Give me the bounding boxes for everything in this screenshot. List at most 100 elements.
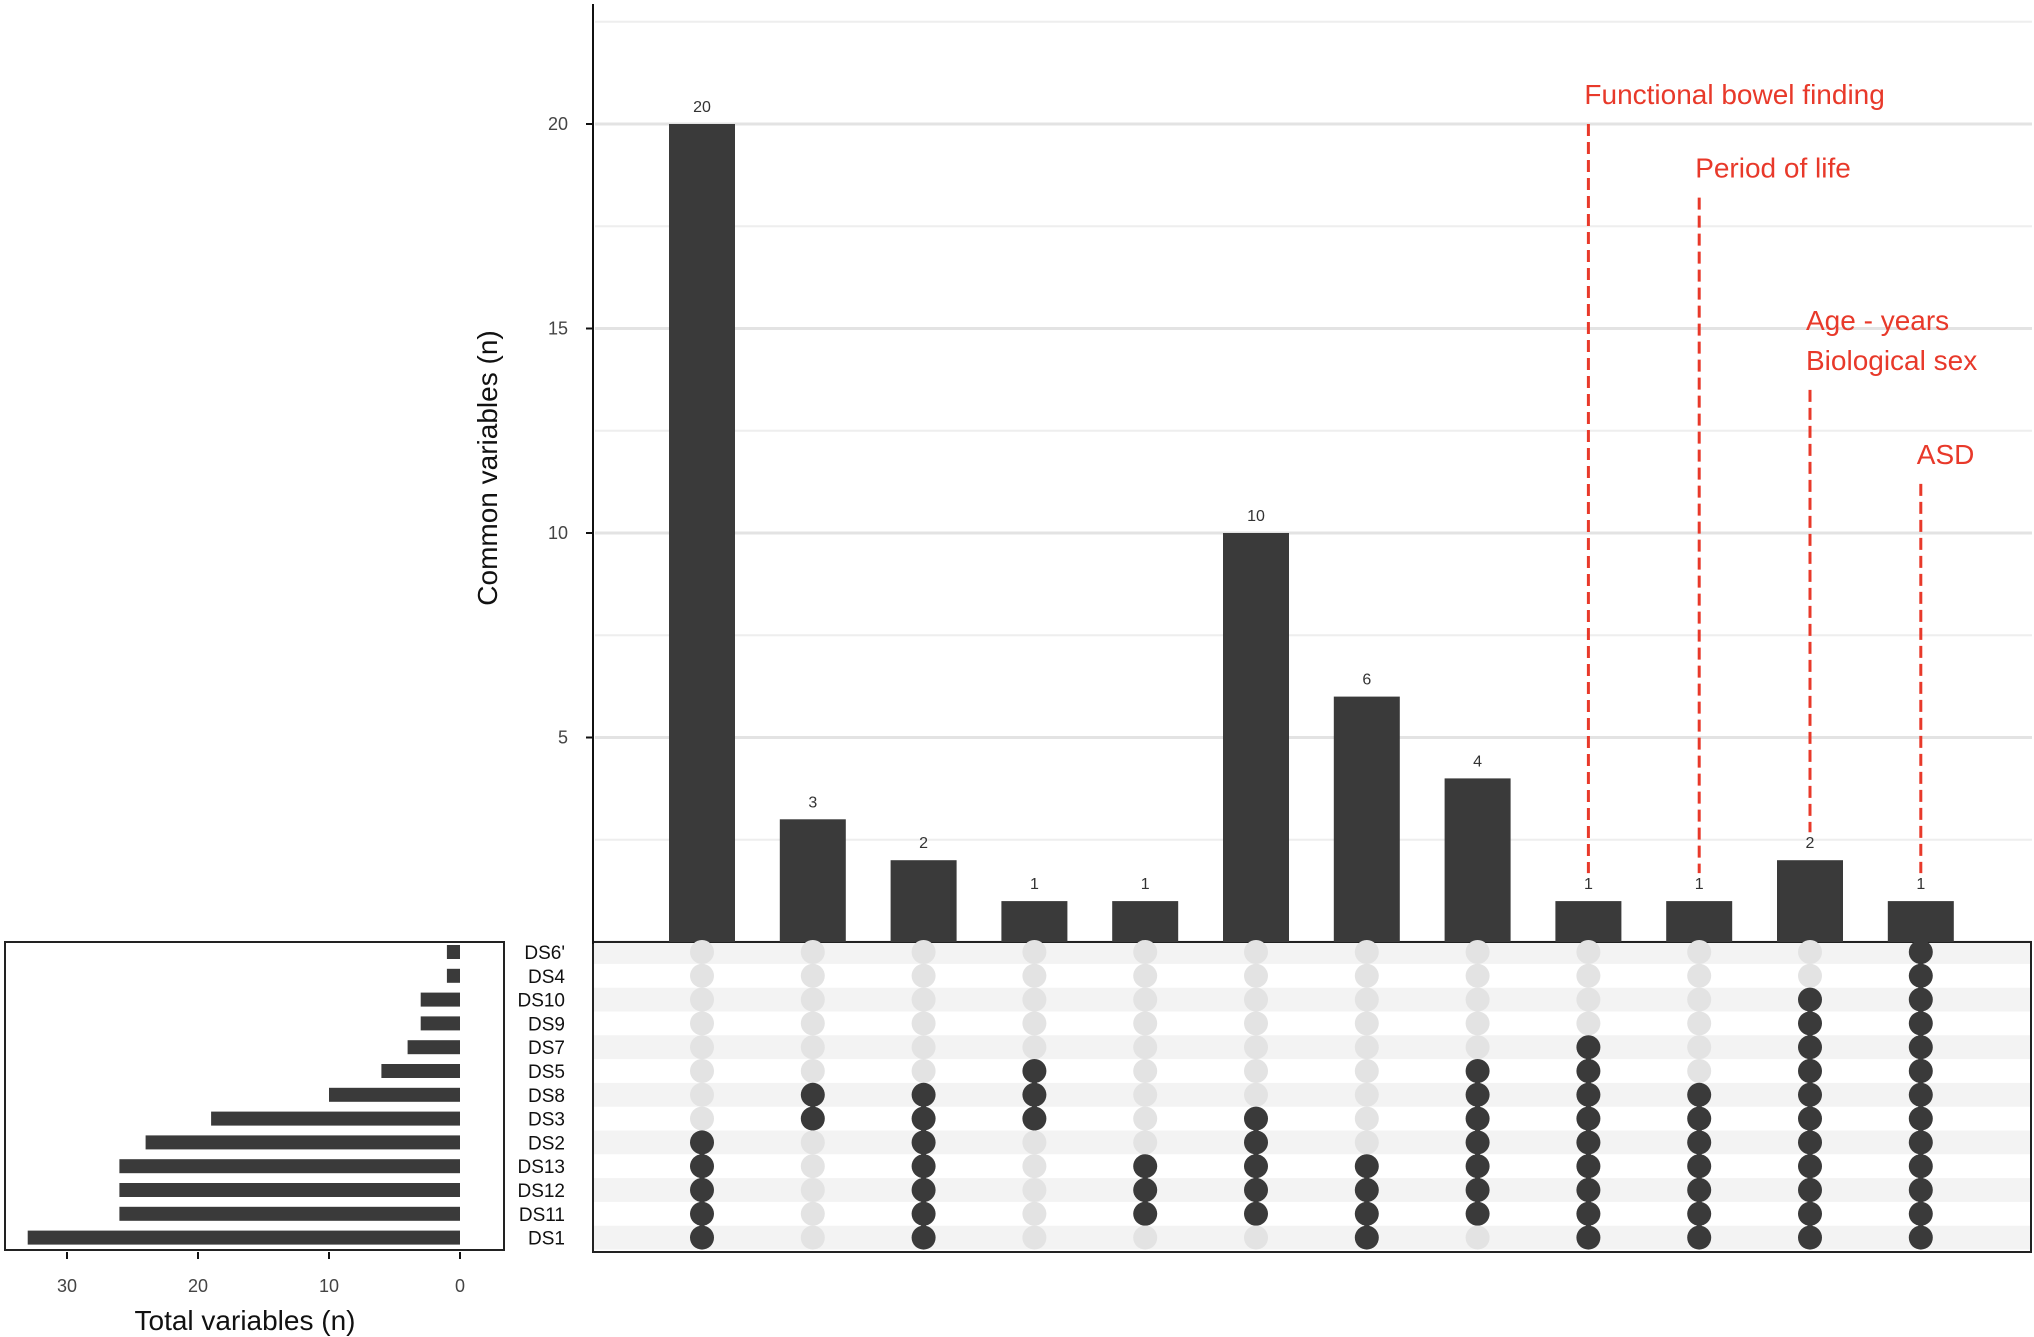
matrix-dot-inactive	[800, 987, 825, 1012]
intersection-bar	[1223, 533, 1289, 942]
intersection-bar	[1666, 901, 1733, 942]
matrix-dot-inactive	[1798, 963, 1822, 988]
matrix-dot-inactive	[1465, 1011, 1490, 1036]
matrix-dot-active	[1908, 1130, 1933, 1155]
matrix-dot-inactive	[690, 1082, 714, 1107]
set-size-bar	[420, 992, 460, 1007]
matrix-dot-inactive	[1133, 1225, 1158, 1250]
matrix-dot-inactive	[1244, 1011, 1268, 1036]
x-tick-label: 10	[319, 1276, 339, 1296]
matrix-dot-active	[1798, 1201, 1822, 1226]
matrix-row-stripe	[593, 1035, 2032, 1060]
set-label: DS6'	[524, 943, 565, 964]
intersection-bar	[890, 860, 957, 942]
set-size-frame	[4, 941, 505, 1251]
matrix-dot-inactive	[1687, 940, 1712, 964]
matrix-dot-active	[1798, 1011, 1822, 1036]
set-size-bar	[211, 1111, 460, 1126]
matrix-dot-active	[690, 1130, 714, 1155]
matrix-dot-active	[1465, 1059, 1490, 1083]
matrix-dot-inactive	[800, 1011, 825, 1036]
set-label: DS7	[528, 1038, 565, 1059]
y-tick-label: 5	[558, 728, 568, 748]
set-size-bar	[446, 945, 460, 959]
matrix-dot-active	[1908, 1225, 1933, 1250]
matrix-dot-inactive	[1022, 963, 1047, 988]
matrix-dot-inactive	[911, 987, 936, 1012]
matrix-dot-active	[1908, 940, 1933, 964]
matrix-dot-inactive	[1576, 1011, 1601, 1036]
y-tick-label: 10	[548, 523, 568, 543]
matrix-dot-active	[1908, 963, 1933, 988]
matrix-dot-inactive	[1354, 963, 1379, 988]
matrix-frame	[592, 941, 2032, 1253]
matrix-dot-active	[911, 1154, 936, 1179]
set-size-bar	[119, 1159, 461, 1174]
matrix-dot-inactive	[1465, 940, 1490, 964]
annotation-label: Functional bowel finding	[1584, 79, 1884, 110]
matrix-dot-inactive	[1465, 1225, 1490, 1250]
matrix-dot-active	[1687, 1154, 1712, 1179]
matrix-dot-inactive	[1687, 1011, 1712, 1036]
matrix-dot-inactive	[1354, 1011, 1379, 1036]
matrix-dot-inactive	[1133, 1082, 1158, 1107]
matrix-dot-inactive	[1133, 1130, 1158, 1155]
matrix-dot-inactive	[800, 1154, 825, 1179]
matrix-dot-inactive	[911, 1059, 936, 1083]
set-size-bar	[329, 1087, 460, 1102]
matrix-dot-active	[1687, 1106, 1712, 1131]
set-size-bar	[420, 1016, 460, 1031]
set-size-bar	[119, 1206, 461, 1221]
matrix-dot-inactive	[690, 940, 714, 964]
matrix-dot-active	[1908, 1011, 1933, 1036]
matrix-dot-active	[1465, 1154, 1490, 1179]
matrix-row-stripe	[593, 940, 2032, 964]
set-label: DS13	[517, 1157, 565, 1178]
matrix-dot-active	[1908, 987, 1933, 1012]
matrix-dot-active	[1908, 1106, 1933, 1131]
y-axis-title: Common variables (n)	[472, 330, 503, 605]
matrix-dot-inactive	[1354, 1059, 1379, 1083]
matrix-dot-inactive	[1244, 963, 1268, 988]
matrix-dot-active	[690, 1178, 714, 1202]
intersection-bars	[669, 124, 1954, 942]
annotation-label: Age - years	[1806, 305, 1949, 336]
matrix-dot-inactive	[800, 963, 825, 988]
matrix-dot-active	[1687, 1225, 1712, 1250]
matrix-dot-active	[690, 1201, 714, 1226]
matrix-dot-active	[911, 1178, 936, 1202]
intersection-bar	[1112, 901, 1179, 942]
set-label: DS3	[528, 1110, 565, 1131]
set-label: DS8	[528, 1086, 565, 1107]
matrix-dot-active	[1354, 1178, 1379, 1202]
intersection-bar	[1555, 901, 1622, 942]
intersection-bar	[779, 819, 846, 942]
matrix-dot-active	[1576, 1059, 1601, 1083]
matrix-dot-active	[1465, 1082, 1490, 1107]
matrix-dot-active	[1576, 1082, 1601, 1107]
matrix-dot-inactive	[1133, 1035, 1158, 1060]
intersection-bar	[1777, 860, 1843, 942]
matrix-dot-inactive	[1465, 1035, 1490, 1060]
set-label: DS2	[528, 1133, 565, 1154]
matrix-dot-inactive	[1133, 940, 1158, 964]
set-size-bar	[407, 1040, 460, 1055]
annotations: Functional bowel finding Period of life Ag…	[1584, 79, 1977, 874]
matrix-dot-active	[1133, 1201, 1158, 1226]
matrix-dot-inactive	[1576, 940, 1601, 964]
matrix-dot-inactive	[800, 1225, 825, 1250]
matrix-background	[592, 940, 2032, 1253]
matrix-dot-active	[1576, 1225, 1601, 1250]
x-tick-label: 30	[57, 1276, 77, 1296]
matrix-dot-inactive	[1244, 987, 1268, 1012]
matrix-dot-inactive	[690, 987, 714, 1012]
matrix-row-stripe	[593, 1130, 2032, 1155]
matrix-dot-inactive	[1465, 987, 1490, 1012]
matrix-dot-active	[1687, 1178, 1712, 1202]
matrix-dot-inactive	[1354, 1106, 1379, 1131]
matrix-dot-inactive	[800, 940, 825, 964]
matrix-dot-inactive	[1022, 1178, 1047, 1202]
x-axis-title: Total variables (n)	[135, 1305, 356, 1336]
